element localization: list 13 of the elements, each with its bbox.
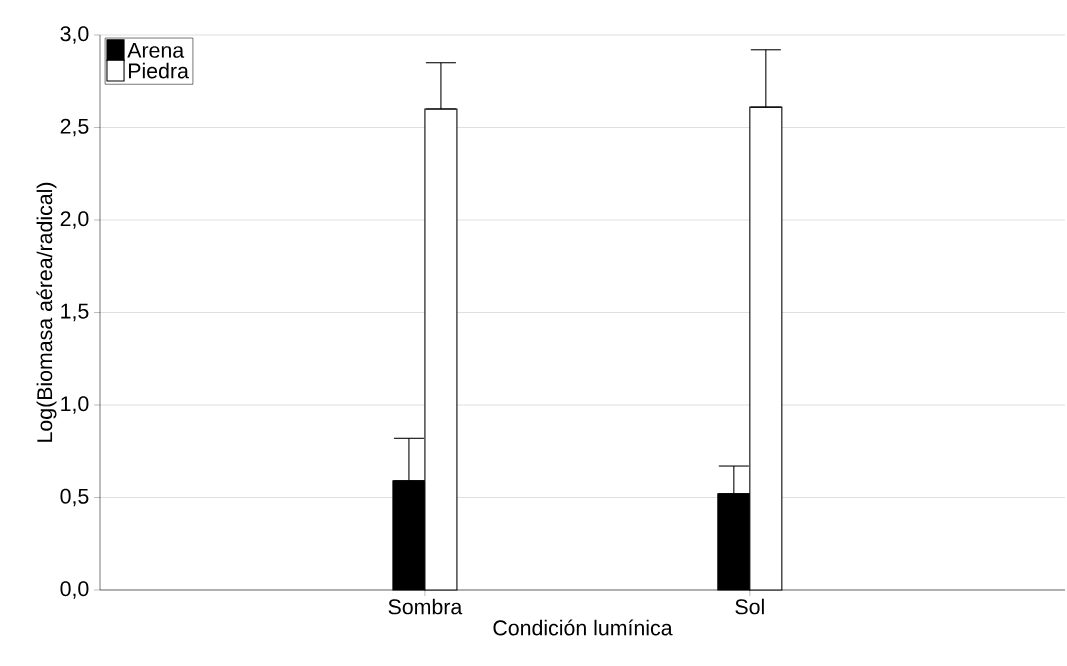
x-axis-title: Condición lumínica: [493, 619, 673, 636]
y-axis-title: Log(Biomasa aérea/radical): [36, 182, 57, 442]
y-tick-label: 3,0: [60, 26, 89, 44]
y-tick-label: 1,0: [61, 396, 89, 414]
y-tick-label: 0,0: [60, 581, 89, 599]
y-tick-label: 0,5: [60, 488, 89, 507]
x-tick-label: Sol: [735, 598, 764, 615]
y-tick-label: 2,0: [60, 211, 89, 229]
x-tick-label: Sombra: [388, 598, 463, 615]
y-tick-label: 2,5: [60, 118, 89, 137]
legend-label: Arena: [127, 42, 185, 58]
y-tick-label: 1,5: [61, 303, 89, 322]
legend-label: Piedra: [129, 62, 189, 79]
